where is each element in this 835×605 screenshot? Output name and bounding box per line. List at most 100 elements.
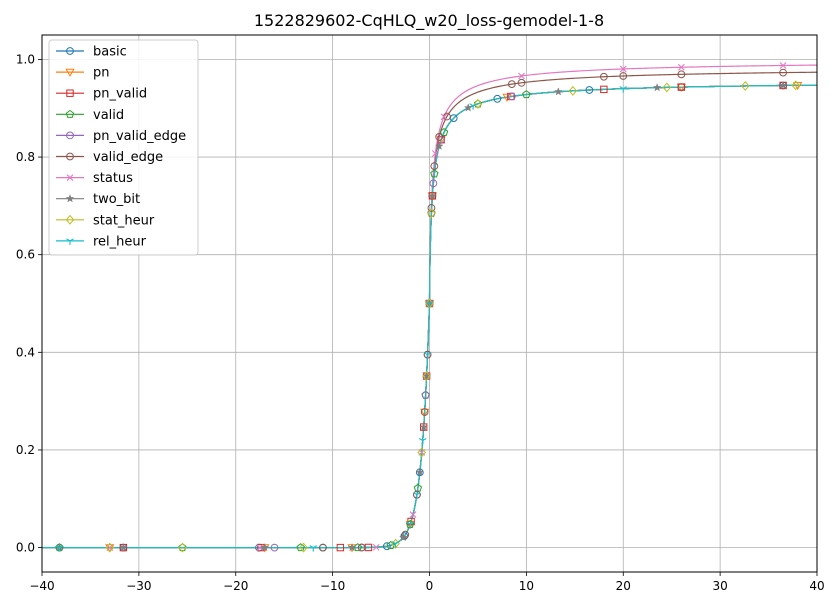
data-point	[522, 90, 531, 99]
data-point	[407, 517, 415, 526]
legend-item: basic	[56, 45, 127, 60]
data-point	[372, 543, 380, 551]
legend-marker	[65, 68, 75, 77]
data-point	[423, 352, 432, 359]
data-point	[382, 542, 391, 551]
data-point	[391, 541, 400, 548]
legend-marker	[65, 109, 75, 118]
legend-label: valid	[93, 108, 124, 123]
legend-label: stat_heur	[93, 213, 155, 228]
x-tick-label: −40	[29, 579, 54, 593]
legend-marker	[66, 152, 74, 161]
data-point	[779, 68, 787, 77]
data-point	[418, 437, 427, 445]
data-point	[422, 371, 431, 382]
data-point	[401, 530, 410, 539]
data-point	[473, 99, 483, 108]
data-point	[419, 422, 429, 431]
legend-marker	[66, 89, 74, 97]
data-point	[347, 542, 357, 552]
x-tick-label: −30	[126, 579, 151, 593]
y-tick-label: 0.8	[16, 150, 35, 164]
legend-item: two_bit	[56, 192, 140, 207]
y-axis: 0.0 0.2 0.4 0.6 0.8 1.0	[16, 52, 42, 555]
data-point	[662, 82, 672, 93]
legend-item: pn_valid	[56, 87, 147, 102]
data-point	[105, 542, 115, 553]
legend-item: pn	[56, 66, 110, 81]
data-point	[619, 86, 628, 93]
legend-marker	[65, 214, 75, 225]
data-point	[420, 408, 429, 416]
data-point	[429, 179, 438, 188]
legend-marker	[66, 131, 74, 140]
data-point	[118, 542, 128, 552]
data-point	[419, 408, 430, 417]
data-point	[619, 65, 627, 73]
x-tick-label: 0	[426, 579, 434, 593]
y-tick-label: 0.0	[16, 541, 35, 555]
series-markers-stat-heur	[105, 80, 800, 553]
legend-label: rel_heur	[93, 234, 147, 249]
data-point	[493, 94, 502, 103]
data-point	[260, 542, 270, 552]
legend-item: status	[56, 171, 133, 186]
data-point	[386, 540, 395, 549]
data-point	[398, 532, 408, 542]
data-point	[652, 83, 662, 92]
legend-item: rel_heur	[56, 234, 147, 249]
legend-label: basic	[93, 45, 127, 60]
data-point	[409, 511, 417, 518]
data-point	[55, 545, 64, 552]
y-tick-label: 0.6	[16, 248, 35, 262]
data-point	[507, 92, 516, 101]
data-point	[296, 543, 305, 552]
data-point	[600, 85, 608, 94]
data-point	[619, 72, 628, 80]
data-point	[585, 86, 594, 94]
data-point	[427, 208, 436, 219]
legend-marker	[65, 194, 75, 203]
series-markers-two-bit	[55, 80, 788, 552]
data-point	[473, 98, 483, 109]
legend-label: valid_edge	[93, 150, 163, 165]
legend-marker	[66, 47, 74, 55]
data-point	[178, 543, 187, 552]
data-point	[778, 80, 788, 90]
data-point	[406, 521, 414, 529]
data-point	[677, 70, 686, 79]
legend-label: pn	[93, 66, 110, 81]
legend-item: pn_valid_edge	[56, 129, 186, 144]
data-point	[568, 85, 578, 96]
legend-label: pn_valid	[93, 87, 147, 102]
x-tick-label: −20	[223, 579, 248, 593]
data-point	[430, 169, 439, 178]
x-axis: −40 −30 −20 −10 0 10 20 30 40	[29, 572, 825, 593]
data-point	[270, 543, 279, 552]
data-point	[105, 544, 115, 553]
data-point	[357, 543, 366, 552]
x-tick-label: 30	[712, 579, 727, 593]
data-point	[319, 543, 327, 552]
data-point	[430, 162, 439, 170]
legend-item: valid_edge	[56, 150, 163, 165]
legend-marker	[66, 238, 74, 245]
data-point	[427, 191, 437, 200]
x-tick-label: 20	[616, 579, 631, 593]
data-point	[507, 80, 516, 89]
y-tick-label: 0.4	[16, 345, 35, 359]
data-point	[417, 447, 427, 458]
data-point	[518, 72, 525, 80]
y-tick-label: 1.0	[16, 52, 35, 66]
legend-item: valid	[56, 108, 124, 123]
data-point	[677, 83, 686, 91]
series-markers	[55, 62, 803, 553]
data-point	[299, 542, 308, 553]
series-markers-valid-edge	[319, 68, 787, 552]
legend-label: status	[93, 171, 133, 186]
legend-label: two_bit	[93, 192, 140, 207]
legend-item: stat_heur	[56, 213, 155, 228]
x-tick-label: 40	[809, 579, 824, 593]
